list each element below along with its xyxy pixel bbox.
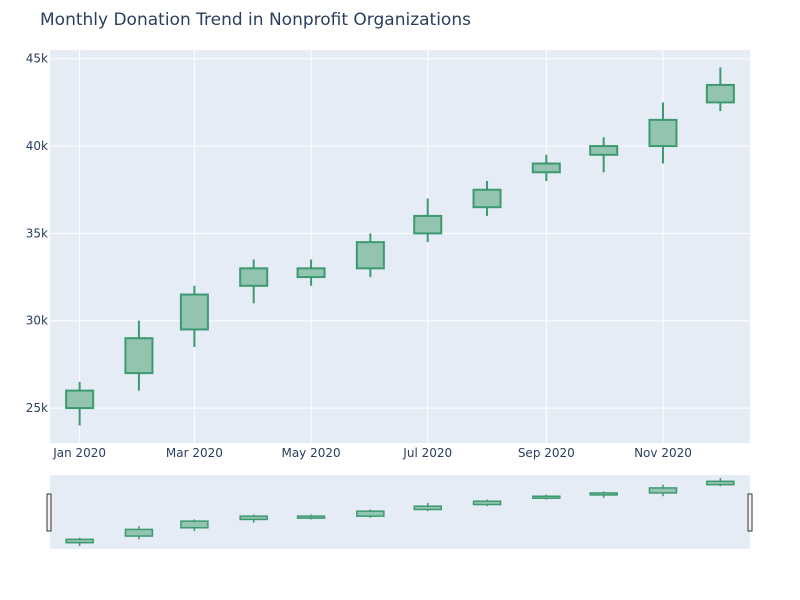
candles[interactable]	[65, 67, 735, 426]
x-tick-label: Jan 2020	[52, 446, 106, 460]
candle-body[interactable]	[589, 145, 619, 156]
candle-body[interactable]	[705, 83, 735, 104]
y-tick-label: 30k	[26, 314, 48, 328]
slider-candle	[648, 484, 678, 497]
candle[interactable]	[124, 320, 154, 391]
slider-candle-body	[124, 528, 154, 537]
slider-candle-body	[648, 487, 678, 494]
slider-candle	[296, 514, 326, 520]
x-tick-label: Mar 2020	[166, 446, 223, 460]
candle-body[interactable]	[65, 389, 95, 410]
range-slider-candles	[65, 478, 735, 546]
slider-candle	[356, 509, 385, 518]
range-slider-left-handle[interactable]	[46, 493, 52, 532]
candle[interactable]	[648, 102, 678, 164]
candle[interactable]	[705, 67, 735, 112]
candle[interactable]	[589, 137, 619, 173]
candle[interactable]	[65, 381, 95, 426]
x-tick-label: Jul 2020	[402, 446, 452, 460]
chart-title: Monthly Donation Trend in Nonprofit Orga…	[40, 10, 471, 30]
slider-candle-body	[706, 480, 735, 486]
y-tick-label: 45k	[26, 52, 48, 66]
slider-candle-body	[239, 515, 268, 521]
slider-candle	[589, 491, 618, 498]
candle[interactable]	[239, 259, 269, 304]
x-tick-label: May 2020	[281, 446, 340, 460]
slider-candle-body	[65, 538, 94, 544]
y-tick-label: 35k	[26, 226, 48, 240]
range-slider-track[interactable]	[50, 475, 750, 549]
x-tick-label: Nov 2020	[634, 446, 692, 460]
candle[interactable]	[179, 285, 209, 347]
slider-candle-body	[356, 510, 385, 517]
range-slider[interactable]	[46, 475, 753, 549]
slider-candle-body	[413, 505, 442, 511]
candle[interactable]	[355, 233, 385, 278]
slider-candle	[413, 502, 442, 512]
candle-body[interactable]	[413, 214, 443, 235]
x-axis-ticks: Jan 2020 Mar 2020 May 2020 Jul 2020 Sep 2020…	[52, 446, 692, 460]
slider-candle-body	[589, 492, 618, 496]
candle-body[interactable]	[355, 241, 385, 270]
candle[interactable]	[296, 259, 326, 286]
candle[interactable]	[472, 181, 502, 216]
slider-candle-body	[180, 520, 209, 529]
slider-candle-body	[472, 500, 502, 506]
candle-body[interactable]	[179, 293, 209, 331]
candle-body[interactable]	[296, 267, 326, 279]
range-slider-right-handle[interactable]	[747, 493, 753, 532]
candle-body[interactable]	[472, 188, 502, 209]
candle-body[interactable]	[124, 337, 154, 375]
slider-candle	[706, 478, 735, 487]
slider-candle	[239, 514, 268, 523]
candle[interactable]	[413, 198, 443, 243]
candle-body[interactable]	[531, 162, 561, 174]
slider-candle-body	[296, 515, 326, 519]
y-tick-label: 40k	[26, 139, 48, 153]
slider-candle	[124, 526, 154, 540]
slider-candle	[65, 537, 94, 546]
slider-candle	[180, 519, 209, 532]
plot-area	[50, 50, 750, 443]
y-axis-ticks: 25k 30k 35k 40k 45k	[26, 52, 48, 415]
candle-body[interactable]	[239, 267, 269, 287]
candle-body[interactable]	[648, 118, 678, 148]
slider-candle	[532, 494, 561, 500]
y-tick-label: 25k	[26, 401, 48, 415]
x-tick-label: Sep 2020	[518, 446, 575, 460]
slider-candle	[472, 499, 502, 507]
candle[interactable]	[531, 154, 561, 181]
slider-candle-body	[532, 495, 561, 499]
